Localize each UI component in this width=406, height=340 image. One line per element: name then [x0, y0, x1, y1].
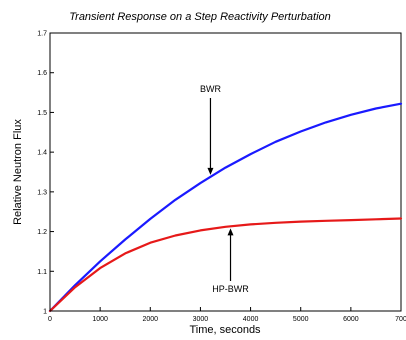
y-tick-label: 1.6	[37, 70, 47, 77]
x-tick-label: 2000	[142, 316, 158, 323]
y-tick-label: 1.4	[37, 150, 47, 157]
y-tick-label: 1	[43, 309, 47, 316]
y-tick-label: 1.2	[37, 229, 47, 236]
x-axis-label: Time, seconds	[189, 324, 261, 336]
y-tick-label: 1.1	[37, 269, 47, 276]
x-tick-label: 6000	[343, 316, 359, 323]
x-tick-label: 4000	[243, 316, 259, 323]
y-axis-label: Relative Neutron Flux	[12, 119, 24, 225]
chart-title: Transient Response on a Step Reactivity …	[69, 11, 331, 23]
x-tick-label: 0	[48, 316, 52, 323]
y-tick-label: 1.5	[37, 110, 47, 117]
x-tick-label: 3000	[193, 316, 209, 323]
annotation-arrow-head	[227, 228, 234, 236]
x-tick-label: 700	[395, 316, 406, 323]
y-tick-label: 1.7	[37, 31, 47, 38]
series-line-bwr	[48, 102, 403, 313]
annotation-label: BWR	[200, 84, 221, 94]
annotation-label: HP-BWR	[212, 284, 249, 294]
x-tick-label: 5000	[293, 316, 309, 323]
plot-frame	[49, 32, 402, 312]
series-line-hp-bwr	[48, 217, 403, 313]
y-tick-label: 1.3	[37, 189, 47, 196]
annotation-arrow-head	[207, 167, 214, 175]
x-tick-label: 1000	[92, 316, 108, 323]
